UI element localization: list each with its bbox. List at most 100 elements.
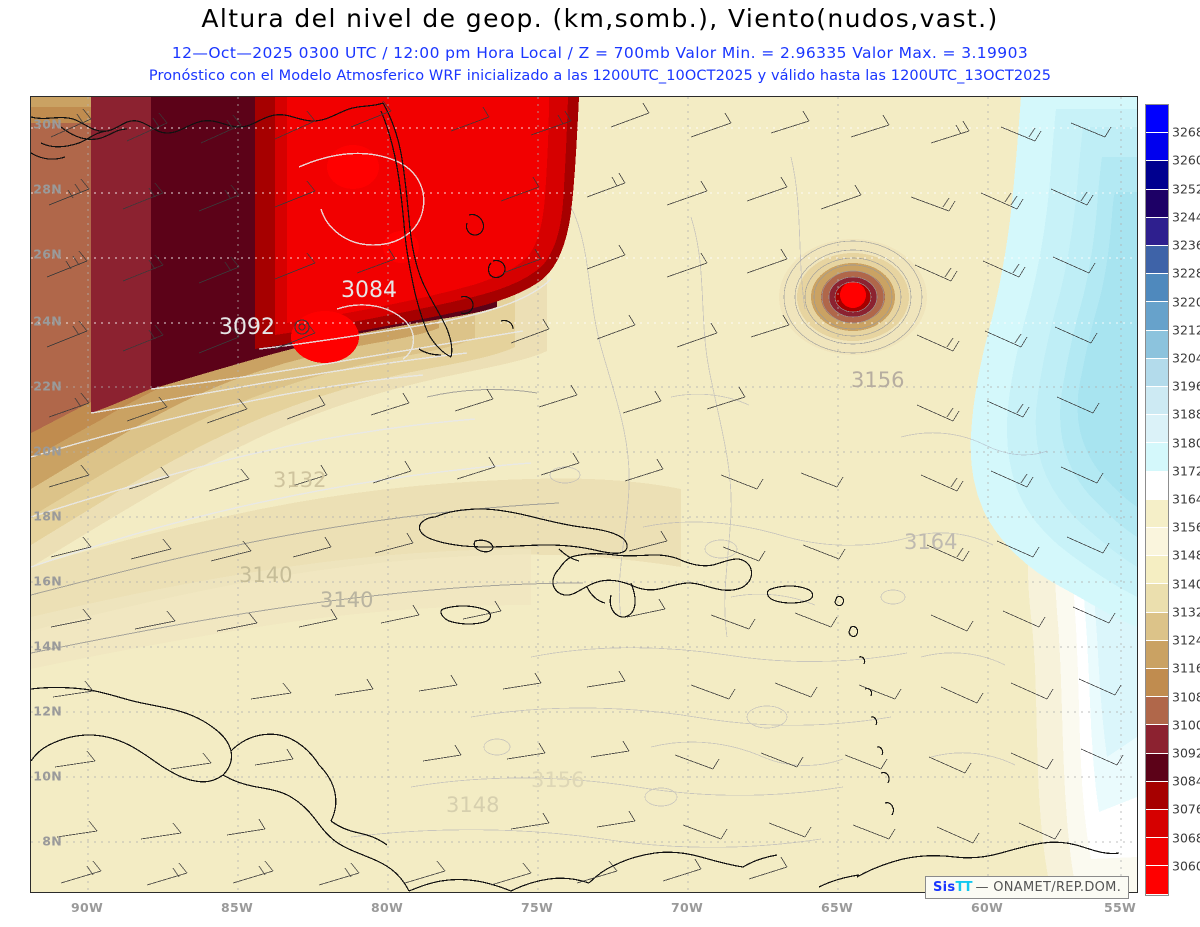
colorbar-tick-label: 3212: [1172, 322, 1200, 338]
colorbar-tick-label: 3236: [1172, 237, 1200, 253]
wind-barbs: [46, 100, 1124, 886]
ytick-label: 28N: [33, 181, 62, 197]
xtick-label: 80W: [370, 900, 404, 915]
ytick-label: 18N: [33, 508, 62, 524]
colorbar-tick-label: 3132: [1172, 604, 1200, 620]
colorbar-tick-label: 3228: [1172, 265, 1200, 281]
colorbar-tick-label: 3220: [1172, 294, 1200, 309]
colorbar-cell: [1146, 133, 1168, 162]
contour-label-3156-s: 3156: [531, 768, 584, 792]
colorbar-cell: [1146, 556, 1168, 585]
colorbar-cell: [1146, 358, 1168, 388]
chart-subtitle-valid-time: 12—Oct—2025 0300 UTC / 12:00 pm Hora Loc…: [171, 44, 1029, 62]
ytick-label: 20N: [33, 443, 62, 459]
tropical-cyclone-center: [779, 239, 927, 355]
contour-label-3148: 3148: [446, 793, 499, 817]
watermark-sis-text: Sis: [933, 880, 956, 895]
contour-label-3084: 3084: [341, 278, 397, 303]
xtick-label: 85W: [220, 900, 254, 915]
colorbar-cell: [1146, 189, 1168, 218]
colorbar-cell: [1146, 330, 1168, 359]
colorbar-cell: [1146, 246, 1168, 275]
map-plot-area[interactable]: 3084 3092 3132 3140 3140 3148 3156 3156 …: [30, 96, 1138, 893]
colorbar-tick-label: 3252: [1172, 181, 1200, 197]
colorbar-tick-label: 3084: [1172, 773, 1200, 789]
colorbar-cell: [1146, 528, 1168, 557]
map-canvas: 3084 3092 3132 3140 3140 3148 3156 3156 …: [31, 97, 1137, 892]
colorbar-cell: [1146, 274, 1168, 303]
colorbar-tick-label: 3116: [1172, 660, 1200, 676]
colorbar-cell: [1146, 669, 1168, 698]
colorbar-cell: [1146, 387, 1168, 416]
ytick-label: 26N: [33, 246, 62, 262]
watermark-agency-text: — ONAMET/REP.DOM.: [975, 880, 1122, 895]
ytick-label: 12N: [33, 703, 62, 719]
colorbar-cell: [1146, 838, 1168, 867]
colorbar-cell: [1146, 161, 1168, 190]
ytick-label: 8N: [42, 833, 62, 849]
chart-subtitle-model-info: Pronóstico con el Modelo Atmosferico WRF…: [148, 68, 1052, 84]
low-center-marker: [294, 319, 310, 335]
colorbar-tick-label: 3260: [1172, 152, 1200, 168]
colorbar-tick-label: 3196: [1172, 378, 1200, 394]
colorbar-tick-label: 3180: [1172, 435, 1200, 451]
colorbar-cell: [1146, 640, 1168, 670]
colorbar-tick-label: 3188: [1172, 406, 1200, 422]
graticule-lines: [31, 127, 1137, 324]
colorbar-cell: [1146, 105, 1168, 134]
ytick-label: 22N: [33, 378, 62, 394]
provider-watermark: Sis TT — ONAMET/REP.DOM.: [925, 876, 1130, 899]
colorbar-cell: [1146, 697, 1168, 726]
chart-header: Altura del nivel de geop. (km,somb.), Vi…: [0, 0, 1200, 92]
colorbar-cell: [1146, 415, 1168, 444]
colorbar-tick-label: 3156: [1172, 519, 1200, 535]
colorbar-tick-label: 3140: [1172, 576, 1200, 592]
ytick-label: 14N: [33, 638, 62, 654]
contour-label-3140-e: 3140: [320, 588, 373, 612]
contour-label-3156-ne: 3156: [851, 368, 904, 392]
colorbar-tick-label: 3124: [1172, 632, 1200, 648]
colorbar-cell: [1146, 810, 1168, 839]
ytick-label: 30N: [33, 116, 62, 132]
colorbar[interactable]: [1145, 104, 1169, 896]
xtick-label: 60W: [970, 900, 1004, 915]
colorbar-tick-label: 3244: [1172, 209, 1200, 225]
colorbar-cell: [1146, 302, 1168, 331]
xtick-label: 90W: [70, 900, 104, 915]
colorbar-cell: [1146, 471, 1168, 500]
colorbar-tick-label: 3092: [1172, 745, 1200, 761]
colorbar-tick-label: 3100: [1172, 717, 1200, 733]
geopotential-contours: [350, 156, 1048, 848]
colorbar-cell: [1146, 725, 1168, 754]
colorbar-tick-label: 3060: [1172, 858, 1200, 874]
colorbar-tick-label: 3164: [1172, 491, 1200, 507]
colorbar-tick-label: 3108: [1172, 689, 1200, 704]
colorbar-cell: [1146, 612, 1168, 641]
colorbar-cell: [1146, 584, 1168, 613]
colorbar-cell: [1146, 217, 1168, 247]
colorbar-tick-label: 3268: [1172, 124, 1200, 140]
xtick-label: 70W: [670, 900, 704, 915]
watermark-tt-icon: TT: [955, 880, 972, 895]
colorbar-cell: [1146, 443, 1168, 472]
coastlines: [31, 102, 1120, 892]
xtick-label: 65W: [820, 900, 854, 915]
ytick-label: 16N: [33, 573, 62, 589]
colorbar-cell: [1146, 866, 1168, 895]
contour-label-3092: 3092: [219, 315, 275, 340]
page-title: Altura del nivel de geop. (km,somb.), Vi…: [201, 4, 999, 33]
ytick-label: 10N: [33, 768, 62, 784]
colorbar-tick-label: 3068: [1172, 830, 1200, 846]
colorbar-tick-label: 3172: [1172, 463, 1200, 479]
colorbar-tick-label: 3204: [1172, 350, 1200, 366]
colorbar-cell: [1146, 499, 1168, 529]
colorbar-cell: [1146, 781, 1168, 811]
contour-label-3132: 3132: [273, 468, 326, 492]
contour-label-3164: 3164: [904, 530, 957, 554]
colorbar-cell: [1146, 753, 1168, 782]
xtick-label: 75W: [520, 900, 554, 915]
xtick-label: 55W: [1103, 900, 1137, 915]
contour-value-labels: 3084 3092 3132 3140 3140 3148 3156 3156 …: [219, 278, 957, 817]
contour-label-3140-w: 3140: [239, 563, 292, 587]
